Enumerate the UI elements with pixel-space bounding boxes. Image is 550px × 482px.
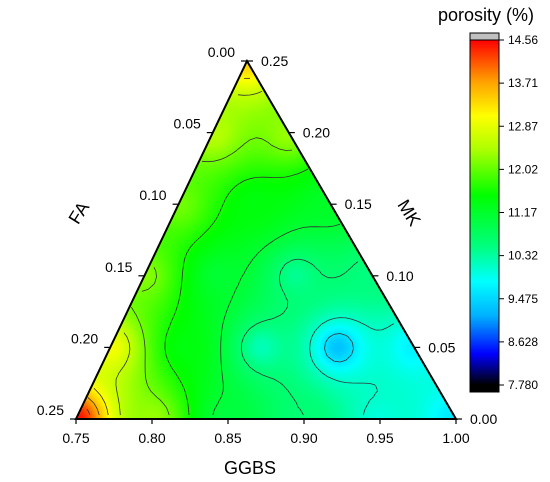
ggbs-tick-label: 1.00: [442, 430, 469, 446]
fa-tick-label: 0.05: [174, 116, 201, 132]
contour-line-9: [86, 408, 91, 416]
contour-line-2: [240, 258, 359, 416]
ggbs-axis-label: GGBS: [224, 458, 276, 478]
contour-line-5: [130, 137, 293, 416]
contour-line-3: [212, 223, 341, 416]
colorbar-tick-label: 12.02: [508, 162, 538, 176]
mk-tick-label: 0.25: [261, 53, 288, 69]
colorbar-tick-label: 9.475: [508, 292, 538, 306]
colorbar-title: porosity (%): [438, 5, 534, 25]
contour-line-8: [87, 397, 100, 416]
colorbar-under-cap: [469, 384, 500, 393]
contour-line-1: [309, 317, 395, 416]
colorbar-tick-label: 10.32: [508, 249, 538, 263]
ggbs-tick-label: 0.90: [290, 430, 317, 446]
colorbar-ticks: 14.56 13.71 12.87 12.02 11.17 10.32 9.475 8.628…: [499, 33, 538, 392]
colorbar-tick-label: 7.780: [508, 378, 538, 392]
contour-line-0: [324, 333, 354, 363]
colorbar-tick-label: 12.87: [508, 119, 538, 133]
colorbar-tick-label: 8.628: [508, 335, 538, 349]
fa-tick-label: 0.00: [208, 44, 235, 60]
contour-lines: [86, 77, 395, 416]
fa-tick-label: 0.20: [71, 330, 98, 346]
contour-line-7: [93, 77, 251, 416]
contour-line-4: [164, 168, 309, 416]
mk-tick-label: 0.10: [386, 268, 413, 284]
ggbs-tick-label: 0.85: [214, 430, 241, 446]
colorbar-tick-label: 11.17: [508, 206, 537, 220]
colorbar: porosity (%) 14.56 13.71 12.87 12.02 11.17 10…: [438, 5, 538, 393]
mk-tick-label: 0.00: [470, 411, 497, 427]
colorbar-gradient: [469, 39, 500, 386]
ggbs-tick-label: 0.80: [138, 430, 165, 446]
fa-tick-label: 0.10: [139, 187, 166, 203]
mk-tick-label: 0.15: [345, 196, 372, 212]
ggbs-tick-label: 0.75: [62, 430, 89, 446]
colorbar-tick-label: 13.71: [508, 76, 538, 90]
fa-tick-label: 0.15: [105, 259, 132, 275]
contour-line-6: [115, 91, 263, 416]
axis-ticks: 0.75 0.80 0.85 0.90 0.95 1.000.000.050.100.15…: [37, 44, 498, 446]
colorbar-over-cap: [469, 32, 500, 41]
fa-tick-label: 0.25: [37, 402, 64, 418]
ggbs-tick-label: 0.95: [366, 430, 393, 446]
triangle-frame: [74, 58, 458, 420]
mk-tick-label: 0.05: [428, 339, 455, 355]
colorbar-tick-label: 14.56: [508, 33, 538, 47]
mk-tick-label: 0.20: [303, 125, 330, 141]
